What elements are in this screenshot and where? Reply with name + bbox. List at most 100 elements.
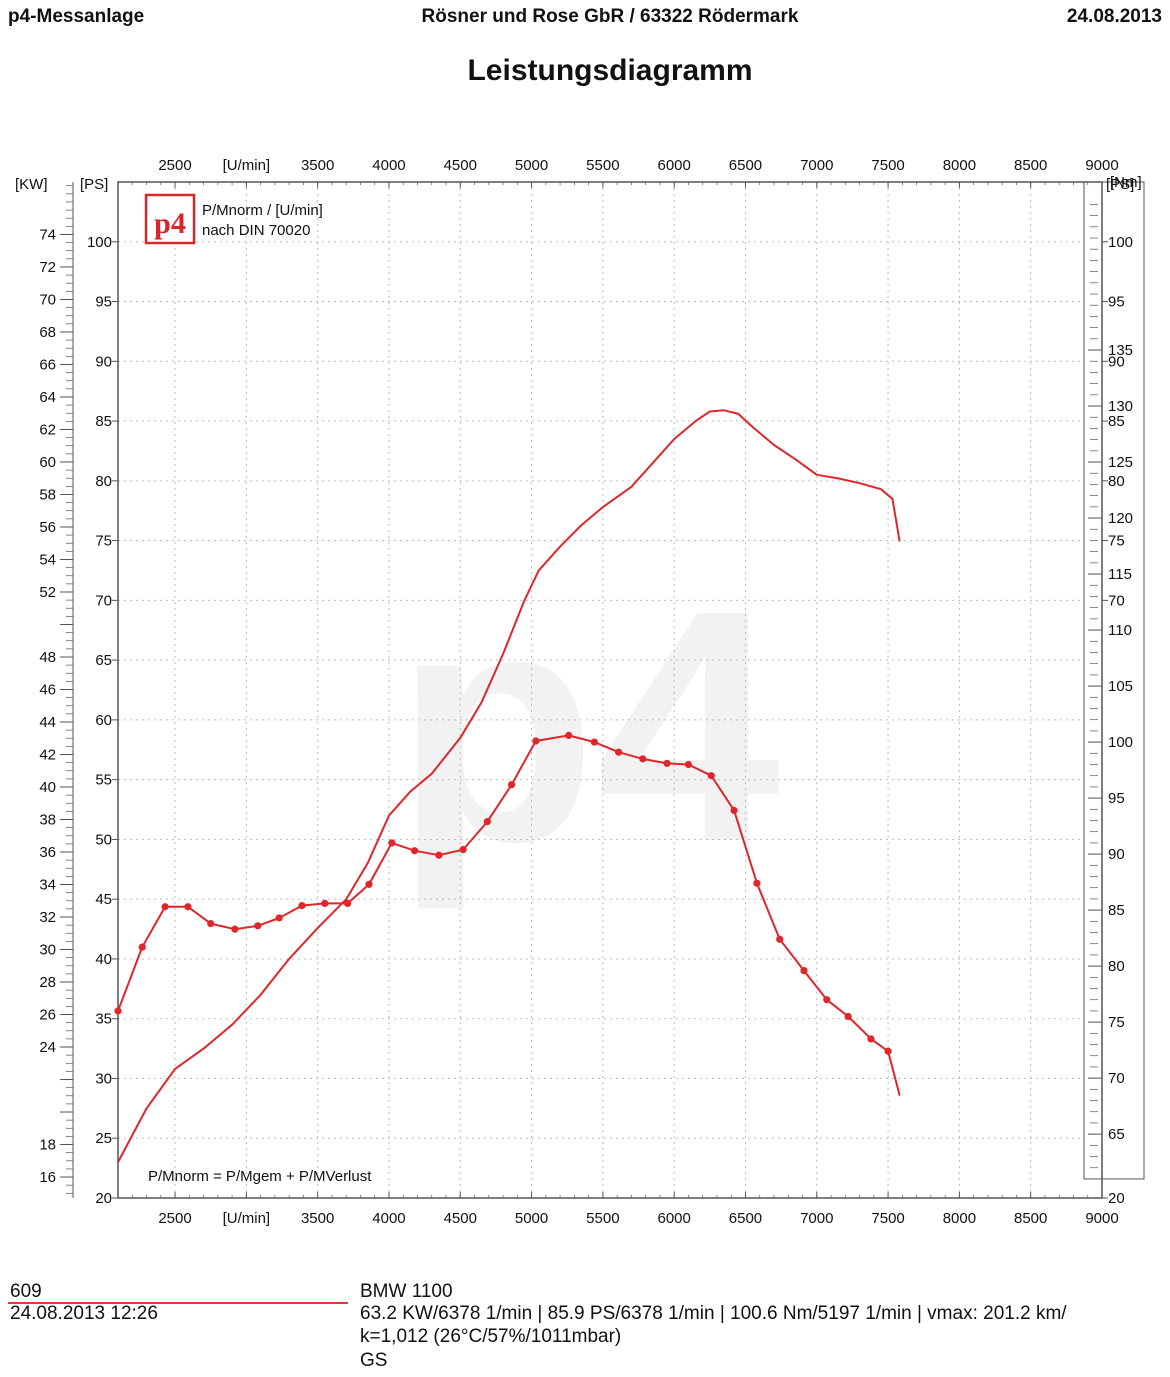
ps-tick-label-left: 50 — [95, 831, 112, 848]
ps-tick-label-left: 25 — [95, 1130, 112, 1147]
x-tick-label-bottom: 9000 — [1085, 1210, 1118, 1227]
kw-tick-label: 60 — [39, 454, 56, 471]
ps-tick-label-left: 90 — [95, 353, 112, 370]
x-tick-label-top: [U/min] — [223, 157, 271, 174]
ps-tick-label-left: 65 — [95, 652, 112, 669]
nm-tick-label: 80 — [1108, 958, 1125, 975]
x-tick-label-bottom: 4500 — [444, 1210, 477, 1227]
kw-tick-label: 48 — [39, 649, 56, 666]
kw-tick-label: 26 — [39, 1007, 56, 1024]
nm-tick-label: 85 — [1108, 902, 1125, 919]
header-company: Rösner und Rose GbR / 63322 Rödermark — [421, 6, 799, 27]
kw-tick-label: 36 — [39, 844, 56, 861]
torque-point — [483, 818, 491, 826]
torque-point — [254, 922, 262, 930]
ps-tick-label-left: 30 — [95, 1070, 112, 1087]
kw-tick-label: 28 — [39, 974, 56, 991]
ps-tick-label-left: 80 — [95, 473, 112, 490]
x-tick-label-top: 4000 — [372, 157, 405, 174]
ps-axis-label-left: [PS] — [80, 176, 108, 193]
kw-tick-label: 72 — [39, 259, 56, 276]
torque-point — [365, 880, 373, 888]
x-tick-label-top: 8000 — [943, 157, 976, 174]
x-tick-label-bottom: 2500 — [158, 1210, 191, 1227]
kw-tick-label: 54 — [39, 551, 56, 568]
x-tick-label-top: 2500 — [158, 157, 191, 174]
kw-tick-label: 62 — [39, 421, 56, 438]
kw-tick-label: 64 — [39, 389, 56, 406]
torque-point — [884, 1047, 892, 1055]
nm-tick-label: 135 — [1108, 342, 1133, 359]
ps-tick-label-left: 55 — [95, 772, 112, 789]
ps-tick-label-left: 75 — [95, 533, 112, 550]
ps-tick-label-left: 60 — [95, 712, 112, 729]
ps-tick-label-right: 100 — [1108, 234, 1133, 251]
x-tick-label-bottom: 7000 — [800, 1210, 833, 1227]
torque-point — [639, 755, 647, 763]
measurement-datetime: 24.08.2013 12:26 — [10, 1303, 158, 1324]
ps-tick-label-right: 90 — [1108, 353, 1125, 370]
torque-point — [565, 731, 573, 739]
torque-point — [344, 899, 352, 907]
legend: p4 P/Mnorm / [U/min] nach DIN 70020 — [144, 193, 323, 245]
x-tick-label-bottom: 6500 — [729, 1210, 762, 1227]
nm-tick-label: 120 — [1108, 510, 1133, 527]
torque-point — [532, 737, 540, 745]
x-tick-label-bottom: 6000 — [657, 1210, 690, 1227]
watermark-logo: p4 — [395, 541, 782, 912]
kw-tick-label: 32 — [39, 909, 56, 926]
kw-tick-label: 74 — [39, 226, 56, 243]
torque-point — [844, 1012, 852, 1021]
x-tick-label-top: 7500 — [871, 157, 904, 174]
kw-tick-label: 24 — [39, 1039, 56, 1056]
kw-tick-label: 66 — [39, 356, 56, 373]
ps-axis-label-right: [PS] — [1106, 176, 1134, 193]
nm-tick-label: 125 — [1108, 454, 1133, 471]
torque-curve — [117, 734, 901, 1096]
x-tick-label-bottom: 8500 — [1014, 1210, 1047, 1227]
x-tick-label-top: 7000 — [800, 157, 833, 174]
torque-point — [411, 847, 419, 855]
nm-tick-label: 90 — [1108, 846, 1125, 863]
nm-tick-label: 105 — [1108, 678, 1133, 695]
ps-tick-label-right: 70 — [1108, 592, 1125, 609]
torque-point — [459, 846, 467, 854]
torque-point — [614, 748, 623, 756]
power-curve — [117, 409, 901, 1164]
kw-tick-label: 68 — [39, 324, 56, 341]
x-tick-label-top: 5000 — [515, 157, 548, 174]
torque-point — [275, 914, 283, 922]
kw-tick-label: 34 — [39, 877, 56, 894]
kw-tick-label: 40 — [39, 779, 56, 796]
measurement-conditions: k=1,012 (26°C/57%/1011mbar) — [360, 1326, 622, 1347]
ps-tick-label-left: 70 — [95, 592, 112, 609]
torque-point — [776, 935, 784, 943]
ps-tick-label-right: 80 — [1108, 473, 1125, 490]
torque-point — [753, 879, 761, 887]
torque-point — [388, 839, 396, 847]
kw-tick-label: 52 — [39, 584, 56, 601]
torque-point — [184, 903, 192, 911]
kw-tick-label: 30 — [39, 942, 56, 959]
kw-tick-label: 70 — [39, 291, 56, 308]
x-tick-label-bottom: [U/min] — [223, 1210, 271, 1227]
torque-point — [231, 925, 239, 933]
x-tick-label-top: 4500 — [444, 157, 477, 174]
measurement-id: 609 — [10, 1281, 42, 1302]
p4-logo-text: p4 — [154, 207, 186, 240]
nm-tick-label: 130 — [1108, 398, 1133, 415]
x-tick-label-bottom: 4000 — [372, 1210, 405, 1227]
ps-tick-label-right: 75 — [1108, 533, 1125, 550]
nm-axis-label: [Nm] — [1110, 174, 1142, 191]
kw-tick-label: 16 — [39, 1169, 56, 1186]
torque-point — [321, 899, 329, 907]
vehicle-tag: GS — [360, 1350, 388, 1371]
x-tick-label-top: 9000 — [1085, 157, 1118, 174]
kw-tick-label: 18 — [39, 1137, 56, 1154]
performance-summary: 63.2 KW/6378 1/min | 85.9 PS/6378 1/min … — [360, 1303, 1067, 1324]
header-date: 24.08.2013 — [1066, 6, 1162, 27]
x-tick-label-bottom: 5000 — [515, 1210, 548, 1227]
nm-tick-label: 100 — [1108, 734, 1133, 751]
torque-point — [508, 781, 516, 789]
